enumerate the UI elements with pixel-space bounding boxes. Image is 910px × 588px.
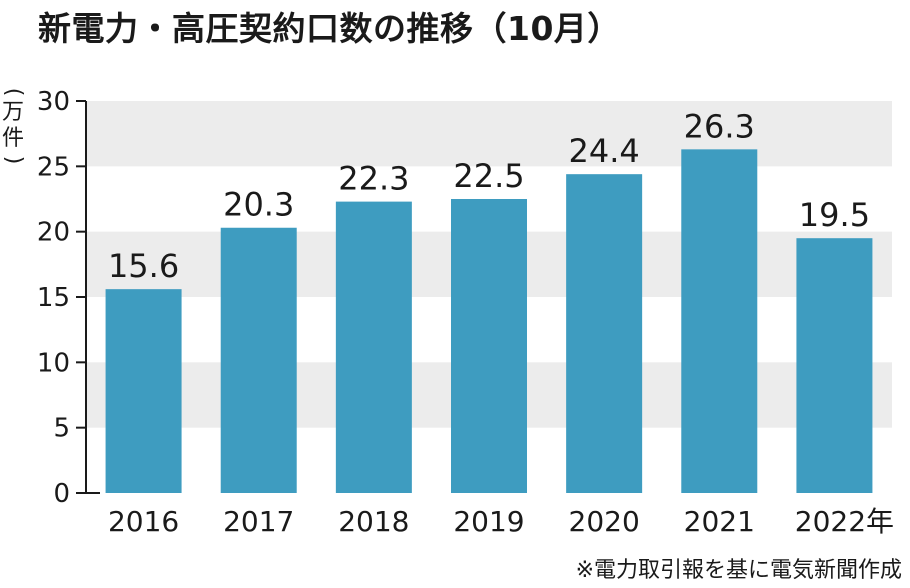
bar-2018 (335, 201, 412, 493)
bar-2019 (451, 199, 527, 493)
y-tick-label: 10 (37, 348, 70, 378)
x-tick-label: 2022年 (795, 505, 894, 538)
y-axis-label-text: 万件 (1, 100, 24, 151)
value-label: 26.3 (684, 107, 755, 145)
source-note: ※電力取引報を基に電気新聞作成 (575, 558, 902, 583)
value-label: 22.3 (338, 160, 409, 198)
bars (105, 149, 873, 493)
y-tick-labels: 0 5 10 15 20 25 30 (37, 87, 70, 509)
y-tick-label: 0 (53, 479, 70, 509)
y-tick-label: 25 (37, 152, 70, 182)
x-tick-labels: 2016 2017 2018 2019 2020 2021 2022年 (108, 505, 894, 538)
x-tick-label: 2016 (108, 505, 179, 538)
bar-2021 (681, 149, 758, 493)
x-tick-label: 2021 (684, 505, 755, 538)
bar-2020 (566, 174, 643, 493)
y-axis (76, 100, 100, 494)
y-axis-label: ( 万件 ) (0, 84, 26, 168)
y-tick-label: 5 (53, 414, 70, 444)
x-tick-label: 2017 (223, 505, 294, 538)
y-tick-label: 20 (37, 218, 70, 248)
value-labels: 15.6 20.3 22.3 22.5 24.4 26.3 19.5 (108, 107, 870, 285)
value-label: 22.5 (453, 157, 524, 195)
value-label: 19.5 (799, 196, 870, 234)
bar-2022年 (796, 238, 873, 493)
chart-title: 新電力・高圧契約口数の推移（10月） (38, 9, 621, 48)
x-tick-label: 2018 (338, 505, 409, 538)
bar-2017 (220, 227, 297, 493)
x-tick-label: 2019 (453, 505, 524, 538)
y-tick-label: 15 (37, 283, 70, 313)
grid-band (86, 101, 892, 167)
value-label: 20.3 (223, 186, 294, 224)
bar-2016 (105, 289, 182, 493)
y-tick-label: 30 (37, 87, 70, 117)
value-label: 24.4 (569, 132, 640, 170)
x-tick-label: 2020 (569, 505, 640, 538)
value-label: 15.6 (108, 247, 179, 285)
